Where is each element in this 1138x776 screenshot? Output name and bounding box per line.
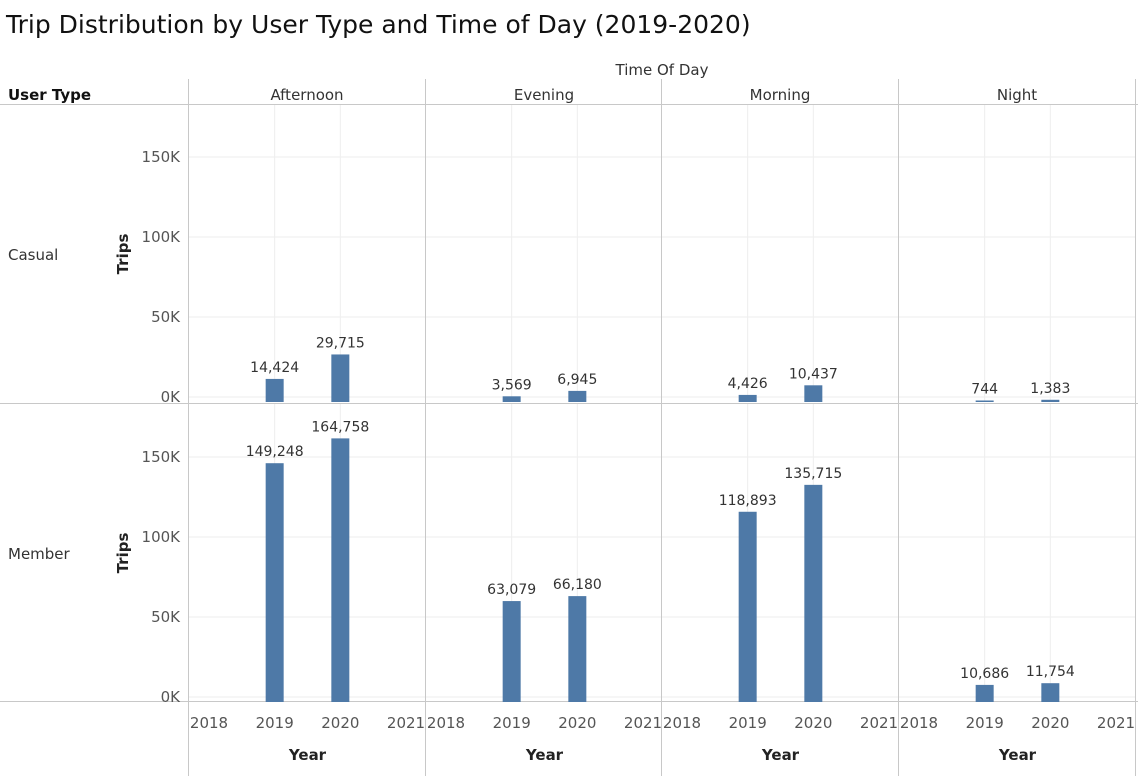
x-tick-label: 2019 [729, 714, 767, 732]
x-tick-label: 2021 [1097, 714, 1135, 732]
column-header: Time Of Day [615, 61, 709, 79]
x-tick-label: 2021 [624, 714, 662, 732]
data-label: 29,715 [316, 335, 365, 351]
x-tick-label: 2020 [1031, 714, 1069, 732]
y-tick-label: 50K [151, 308, 181, 326]
x-tick-label: 2018 [190, 714, 228, 732]
data-label: 135,715 [784, 466, 842, 482]
x-tick-label: 2018 [663, 714, 701, 732]
x-tick-label: 2021 [860, 714, 898, 732]
x-tick-label: 2021 [387, 714, 425, 732]
data-label: 1,383 [1030, 381, 1070, 397]
x-tick-label: 2019 [966, 714, 1004, 732]
y-tick-label: 0K [161, 388, 182, 406]
column-label-evening: Evening [514, 86, 574, 104]
bar-member-afternoon-2020[interactable] [331, 438, 350, 702]
bar-casual-morning-2020[interactable] [804, 385, 823, 402]
y-axis-title: Trips [114, 533, 132, 574]
bar-member-night-2019[interactable] [975, 684, 994, 702]
row-header: User Type [8, 86, 91, 104]
bar-casual-evening-2019[interactable] [502, 396, 521, 402]
y-axis-title: Trips [114, 234, 132, 275]
data-label: 3,569 [492, 377, 532, 393]
x-tick-label: 2020 [321, 714, 359, 732]
column-label-night: Night [997, 86, 1037, 104]
x-axis-title: Year [288, 746, 327, 764]
bar-member-morning-2019[interactable] [738, 511, 757, 702]
x-tick-label: 2020 [558, 714, 596, 732]
data-label: 164,758 [311, 419, 369, 435]
data-label: 4,426 [728, 376, 768, 392]
bar-member-night-2020[interactable] [1041, 683, 1060, 702]
bar-member-morning-2020[interactable] [804, 484, 823, 702]
data-label: 744 [971, 382, 998, 398]
bar-member-evening-2020[interactable] [568, 596, 587, 702]
data-label: 11,754 [1026, 664, 1075, 680]
text-layer: Time Of Day User Type Afternoon Evening Morn… [8, 61, 1135, 764]
chart-title: Trip Distribution by User Type and Time … [6, 10, 751, 39]
x-axis-title: Year [525, 746, 564, 764]
data-label: 14,424 [250, 360, 299, 376]
row-label-casual: Casual [8, 246, 58, 264]
data-label: 6,945 [557, 372, 597, 388]
bar-casual-evening-2020[interactable] [568, 390, 587, 402]
bar-casual-afternoon-2019[interactable] [265, 378, 284, 402]
x-tick-label: 2018 [427, 714, 465, 732]
bar-casual-morning-2019[interactable] [738, 394, 757, 402]
x-axis-title: Year [998, 746, 1037, 764]
y-tick-label: 0K [161, 688, 182, 706]
x-tick-label: 2020 [794, 714, 832, 732]
column-label-morning: Morning [750, 86, 811, 104]
data-label: 10,437 [789, 366, 838, 382]
y-tick-label: 150K [142, 148, 182, 166]
bar-member-afternoon-2019[interactable] [265, 463, 284, 702]
column-label-afternoon: Afternoon [270, 86, 343, 104]
y-tick-label: 100K [142, 228, 182, 246]
data-label: 63,079 [487, 582, 536, 598]
bar-casual-night-2019[interactable] [975, 400, 994, 403]
data-label: 149,248 [246, 444, 304, 460]
data-label: 10,686 [960, 666, 1009, 682]
bar-casual-afternoon-2020[interactable] [331, 354, 350, 402]
y-tick-label: 100K [142, 528, 182, 546]
bar-member-evening-2019[interactable] [502, 601, 521, 702]
bar-layer [265, 354, 1060, 702]
x-axis-title: Year [761, 746, 800, 764]
y-tick-label: 150K [142, 448, 182, 466]
row-label-member: Member [8, 545, 71, 563]
data-label: 66,180 [553, 577, 602, 593]
x-tick-label: 2018 [900, 714, 938, 732]
x-tick-label: 2019 [256, 714, 294, 732]
bar-casual-night-2020[interactable] [1041, 399, 1060, 402]
data-label: 118,893 [719, 493, 777, 509]
y-tick-label: 50K [151, 608, 181, 626]
x-tick-label: 2019 [493, 714, 531, 732]
